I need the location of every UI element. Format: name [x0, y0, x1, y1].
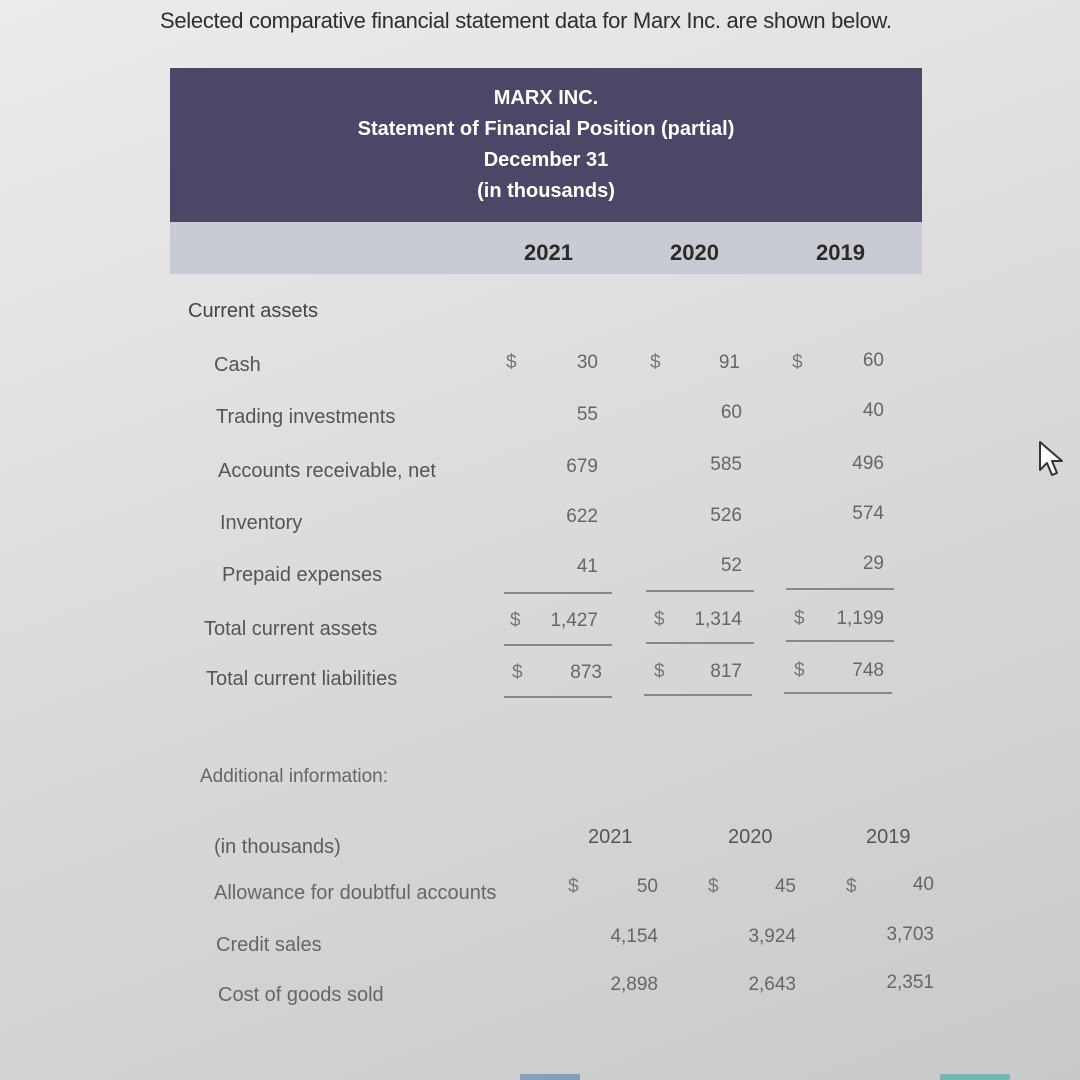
intro-text: Selected comparative financial statement…	[160, 8, 892, 33]
currency-symbol: $	[794, 608, 805, 629]
row-label-allowance: Allowance for doubtful accounts	[214, 882, 497, 904]
currency-symbol: $	[512, 662, 523, 683]
statement-title: Statement of Financial Position (partial…	[357, 118, 735, 140]
taskbar-strip	[520, 1074, 580, 1080]
year-2020-header: 2020	[670, 240, 719, 265]
value-cell: 40	[862, 400, 884, 421]
additional-info-title: Additional information:	[200, 766, 388, 787]
row-label-cash: Cash	[214, 354, 261, 376]
company-name: MARX INC.	[493, 87, 599, 109]
value-cell: 2,351	[886, 972, 934, 993]
value-cell: 2,898	[610, 974, 658, 995]
double-underline	[784, 692, 892, 694]
value-cell: 526	[710, 505, 742, 526]
value-cell: 574	[852, 503, 884, 524]
year-2020-header: 2020	[728, 826, 773, 848]
value-cell: 55	[576, 404, 598, 425]
currency-symbol: $	[708, 876, 719, 897]
year-2021-header: 2021	[524, 240, 573, 265]
mouse-pointer-icon	[1039, 441, 1063, 476]
currency-symbol: $	[506, 352, 517, 373]
row-label-cost-of-goods-sold: Cost of goods sold	[218, 984, 384, 1006]
statement-units: (in thousands)	[477, 180, 615, 202]
value-cell: 622	[566, 506, 598, 527]
additional-units: (in thousands)	[214, 836, 341, 858]
currency-symbol: $	[650, 352, 661, 373]
value-cell: 91	[718, 352, 740, 373]
value-cell: 52	[720, 555, 742, 576]
value-cell: 679	[566, 456, 598, 477]
currency-symbol: $	[510, 610, 521, 631]
row-label-total-current-liabilities: Total current liabilities	[206, 668, 398, 690]
subtotal-line	[786, 588, 894, 590]
value-cell: 50	[636, 876, 658, 897]
subtotal-line	[646, 590, 754, 592]
value-cell: 41	[576, 556, 598, 577]
row-label-prepaid-expenses: Prepaid expenses	[222, 564, 383, 586]
value-cell: 60	[720, 402, 742, 423]
value-cell: 3,703	[886, 924, 934, 945]
currency-symbol: $	[654, 661, 665, 682]
value-cell: 1,199	[836, 608, 884, 629]
total-line	[504, 644, 612, 646]
currency-symbol: $	[846, 876, 857, 897]
statement-date: December 31	[483, 149, 609, 171]
year-header-band	[170, 222, 922, 274]
statement-header: MARX INC. Statement of Financial Positio…	[170, 68, 922, 222]
row-label-total-current-assets: Total current assets	[204, 618, 378, 640]
year-2019-header: 2019	[866, 826, 911, 848]
value-cell: 585	[710, 454, 742, 475]
section-label: Current assets	[188, 300, 319, 322]
currency-symbol: $	[654, 609, 665, 630]
value-cell: 29	[862, 553, 884, 574]
subtotal-line	[504, 592, 612, 594]
value-cell: 30	[576, 352, 598, 373]
currency-symbol: $	[568, 876, 579, 897]
currency-symbol: $	[792, 352, 803, 373]
taskbar-strip	[940, 1074, 1010, 1080]
row-label-trading-investments: Trading investments	[216, 406, 396, 428]
total-line	[646, 642, 754, 644]
value-cell: 1,427	[550, 610, 598, 631]
double-underline	[504, 696, 612, 698]
value-cell: 873	[570, 662, 602, 683]
value-cell: 748	[852, 660, 884, 681]
value-cell: 2,643	[748, 974, 796, 995]
value-cell: 3,924	[748, 926, 796, 947]
currency-symbol: $	[794, 660, 805, 681]
value-cell: 496	[852, 453, 884, 474]
value-cell: 1,314	[694, 609, 742, 630]
value-cell: 4,154	[610, 926, 658, 947]
year-2019-header: 2019	[816, 240, 865, 265]
value-cell: 45	[774, 876, 796, 897]
value-cell: 817	[710, 661, 742, 682]
row-label-accounts-receivable: Accounts receivable, net	[218, 460, 436, 482]
year-2021-header: 2021	[588, 826, 633, 848]
value-cell: 40	[912, 874, 934, 895]
total-line	[786, 640, 894, 642]
value-cell: 60	[862, 350, 884, 371]
row-label-inventory: Inventory	[220, 512, 303, 534]
row-label-credit-sales: Credit sales	[216, 934, 322, 956]
double-underline	[644, 694, 752, 696]
